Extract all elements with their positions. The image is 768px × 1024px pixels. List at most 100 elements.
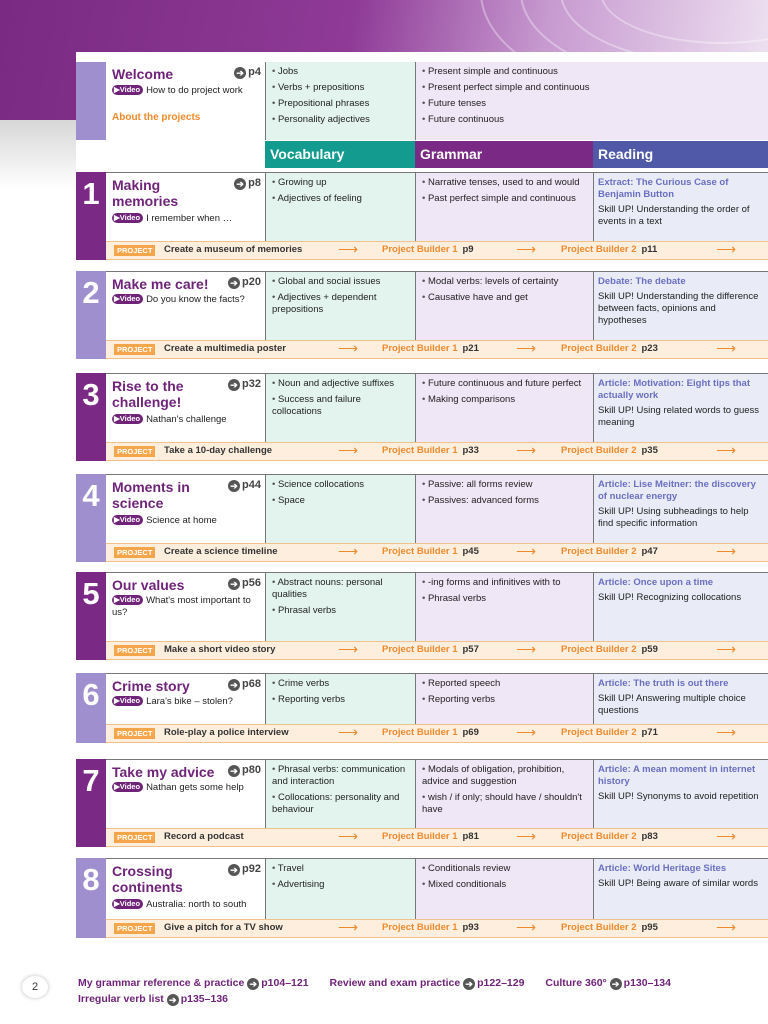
irregular-verbs-link[interactable]: Irregular verb list ➔ p135–136 <box>78 993 229 1006</box>
unit-page-link[interactable]: ➔ p92 <box>228 863 261 876</box>
reading-title[interactable]: Article: The truth is out there <box>598 678 729 689</box>
unit-page-link[interactable]: ➔ p80 <box>228 764 261 777</box>
unit-video-link[interactable]: ▶Video Australia: north to south <box>112 899 247 910</box>
project-builder-1-link[interactable]: Project Builder 1 p33 <box>382 445 479 456</box>
arrow-right-icon: ⟶ <box>516 241 537 257</box>
page-number: 2 <box>22 976 48 998</box>
unit-page-link[interactable]: ➔ p20 <box>228 276 261 289</box>
project-builder-1-link[interactable]: Project Builder 1 p21 <box>382 343 479 354</box>
unit-title[interactable]: Our values <box>112 577 185 593</box>
unit-number: 6 <box>82 677 100 712</box>
unit-title-cell: Crossing continents ➔ p92 ▶Video Australia… <box>106 858 265 919</box>
culture-link[interactable]: Culture 360° ➔ p130–134 <box>545 977 671 990</box>
unit-page-link[interactable]: ➔ p32 <box>228 378 261 391</box>
unit-video-link[interactable]: ▶Video Science at home <box>112 515 217 526</box>
welcome-page[interactable]: ➔ p4 <box>234 66 261 79</box>
contents-table: Welcome ➔ p4 ▶Video How to do project work… <box>76 52 768 952</box>
unit-video-link[interactable]: ▶Video Do you know the facts? <box>112 294 245 305</box>
unit-video-link[interactable]: ▶Video Lara's bike – stolen? <box>112 696 233 707</box>
arrow-right-icon: ⟶ <box>516 340 537 356</box>
unit-title[interactable]: Make me care! <box>112 276 209 292</box>
bullet-item: • Growing up <box>272 177 327 188</box>
project-builder-1-link[interactable]: Project Builder 1 p45 <box>382 546 479 557</box>
project-builder-2-link[interactable]: Project Builder 2 p47 <box>561 546 658 557</box>
project-title[interactable]: Role-play a police interview <box>164 727 289 738</box>
unit-page-link[interactable]: ➔ p44 <box>228 479 261 492</box>
project-builder-2-link[interactable]: Project Builder 2 p11 <box>561 244 658 255</box>
unit-video-link[interactable]: ▶Video I remember when … <box>112 213 233 224</box>
project-builder-1-link[interactable]: Project Builder 1 p81 <box>382 831 479 842</box>
bullet-item: • Travel <box>272 863 304 874</box>
welcome-title[interactable]: Welcome <box>112 66 174 82</box>
project-title[interactable]: Create a science timeline <box>164 546 278 557</box>
arrow-right-icon: ⟶ <box>338 442 359 458</box>
unit-number: 7 <box>82 763 100 798</box>
project-builder-1-link[interactable]: Project Builder 1 p9 <box>382 244 474 255</box>
grammar-reference-link[interactable]: My grammar reference & practice ➔ p104–12… <box>78 977 309 990</box>
unit-title[interactable]: Moments in science <box>112 479 190 511</box>
project-builder-2-link[interactable]: Project Builder 2 p35 <box>561 445 658 456</box>
unit-title[interactable]: Rise to the challenge! <box>112 378 184 410</box>
welcome-video[interactable]: ▶Video How to do project work <box>112 85 243 96</box>
review-link[interactable]: Review and exam practice ➔ p122–129 <box>329 977 525 990</box>
unit-vocabulary: • Phrasal verbs: communication and inter… <box>265 759 416 828</box>
reading-title[interactable]: Article: Motivation: Eight tips that act… <box>598 378 750 401</box>
project-title[interactable]: Create a multimedia poster <box>164 343 286 354</box>
project-title[interactable]: Give a pitch for a TV show <box>164 922 283 933</box>
welcome-vocab: • Jobs • Verbs + prepositions • Prepositio… <box>265 62 416 140</box>
project-builder-2-link[interactable]: Project Builder 2 p95 <box>561 922 658 933</box>
unit-title[interactable]: Making memories <box>112 177 179 209</box>
reading-title[interactable]: Article: Once upon a time <box>598 577 714 588</box>
project-title[interactable]: Create a museum of memories <box>164 244 303 255</box>
unit-title[interactable]: Crime story <box>112 678 190 694</box>
project-badge: PROJECT <box>114 245 156 256</box>
arrow-circle-icon: ➔ <box>166 994 179 1006</box>
project-title[interactable]: Take a 10-day challenge <box>164 445 273 456</box>
unit-video-link[interactable]: ▶Video What's most important to us? <box>112 595 251 618</box>
project-bar: PROJECT Create a museum of memories ⟶ Pr… <box>106 241 768 260</box>
unit-video-link[interactable]: ▶Video Nathan's challenge <box>112 414 227 425</box>
unit-grammar: • Passive: all forms review • Passives: a… <box>415 474 594 543</box>
unit-reading: Article: Lise Meitner: the discovery of … <box>593 474 768 543</box>
arrow-right-icon: ⟶ <box>716 442 737 458</box>
reading-title[interactable]: Extract: The Curious Case of Benjamin Bu… <box>598 177 729 200</box>
unit-number-cell: 1 <box>76 172 106 260</box>
unit-vocabulary: • Science collocations • Space <box>265 474 416 543</box>
project-builder-2-link[interactable]: Project Builder 2 p23 <box>561 343 658 354</box>
bullet-item: • Jobs <box>272 66 299 77</box>
bullet-item: • Advertising <box>272 879 325 890</box>
vocab-list: • Global and social issues • Adjectives +… <box>266 272 416 316</box>
header-vocabulary: Vocabulary <box>265 141 415 168</box>
bullet-item: • Phrasal verbs <box>272 605 337 616</box>
unit-title[interactable]: Crossing continents <box>112 863 183 895</box>
unit-grammar: • Conditionals review • Mixed conditional… <box>415 858 594 919</box>
bullet-item: • Causative have and get <box>422 292 528 303</box>
reading-title[interactable]: Article: A mean moment in internet histo… <box>598 764 756 787</box>
project-builder-1-link[interactable]: Project Builder 1 p57 <box>382 644 479 655</box>
project-builder-2-link[interactable]: Project Builder 2 p59 <box>561 644 658 655</box>
project-title[interactable]: Make a short video story <box>164 644 276 655</box>
bullet-item: • Personality adjectives <box>272 114 370 125</box>
project-builder-1-link[interactable]: Project Builder 1 p69 <box>382 727 479 738</box>
column-headers: Vocabulary Grammar Reading <box>76 141 768 171</box>
header-reading: Reading <box>593 141 768 168</box>
project-builder-1-link[interactable]: Project Builder 1 p93 <box>382 922 479 933</box>
unit-video-link[interactable]: ▶Video Nathan gets some help <box>112 782 244 793</box>
project-builder-2-link[interactable]: Project Builder 2 p71 <box>561 727 658 738</box>
about-projects-link[interactable]: About the projects <box>112 112 201 123</box>
reading-title[interactable]: Debate: The debate <box>598 276 686 287</box>
project-title[interactable]: Record a podcast <box>164 831 244 842</box>
reading-title[interactable]: Article: World Heritage Sites <box>598 863 727 874</box>
unit-title[interactable]: Take my advice <box>112 764 215 780</box>
grammar-list: • Future continuous and future perfect • … <box>416 374 594 406</box>
video-icon: ▶Video <box>112 294 144 304</box>
vocab-list: • Science collocations • Space <box>266 475 416 507</box>
unit-page-link[interactable]: ➔ p68 <box>228 678 261 691</box>
reading-title[interactable]: Article: Lise Meitner: the discovery of … <box>598 479 756 502</box>
bullet-item: • Reporting verbs <box>272 694 346 705</box>
unit-page-link[interactable]: ➔ p56 <box>228 577 261 590</box>
vocab-list: • Abstract nouns: personal qualities • Ph… <box>266 573 416 617</box>
project-builder-2-link[interactable]: Project Builder 2 p83 <box>561 831 658 842</box>
bullet-item: • Science collocations <box>272 479 365 490</box>
unit-page-link[interactable]: ➔ p8 <box>234 177 261 190</box>
